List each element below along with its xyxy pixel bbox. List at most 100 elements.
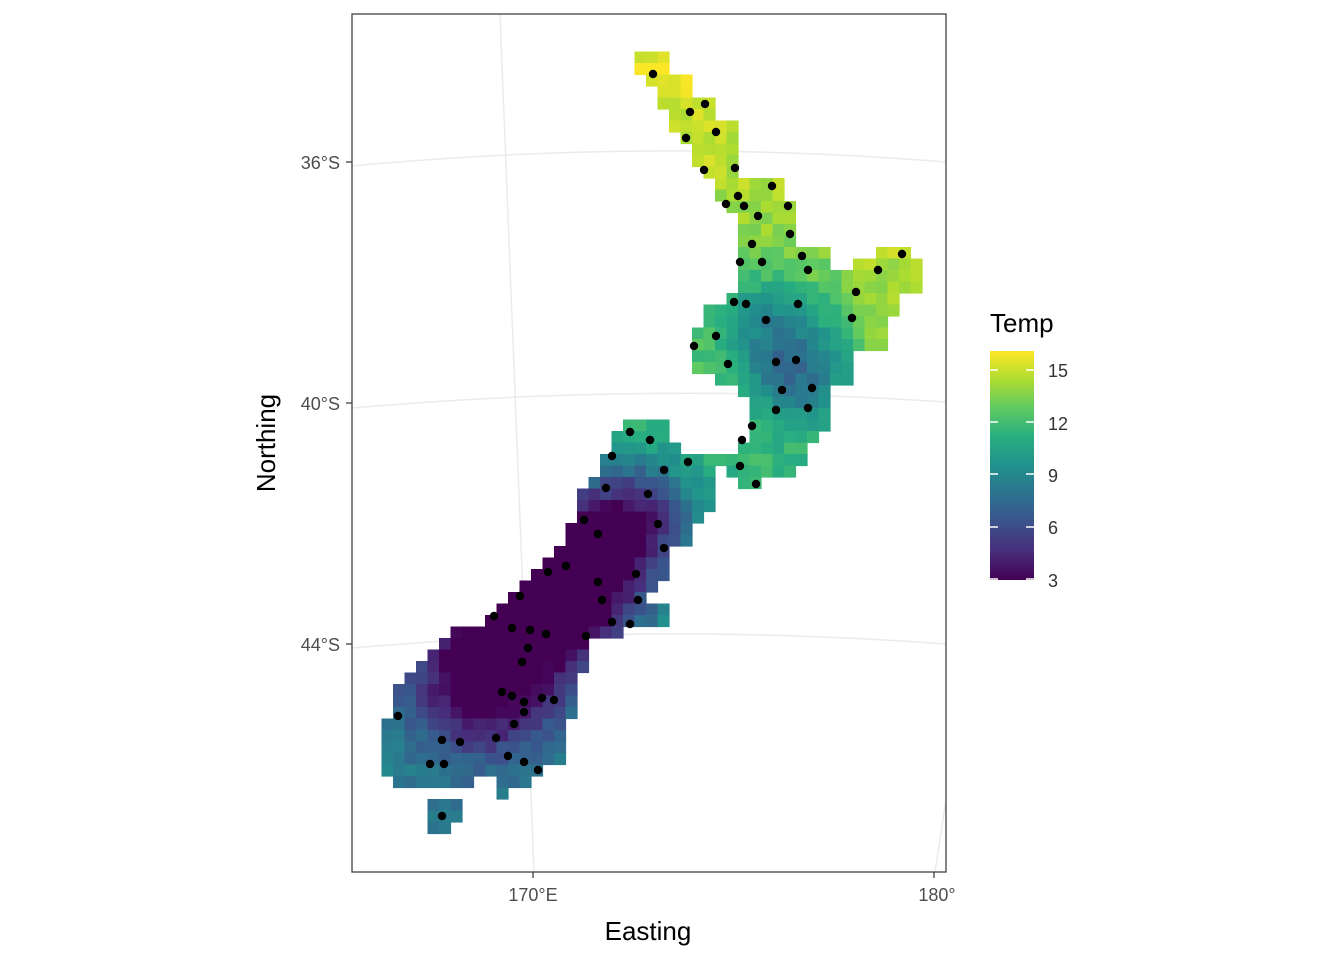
observation-point	[767, 181, 777, 191]
observation-point	[847, 313, 857, 323]
y-tick-label: 36°S	[301, 153, 340, 173]
raster-cell	[519, 684, 532, 697]
raster-cell	[634, 557, 647, 570]
observation-point	[625, 619, 635, 629]
legend: Temp 15 12 9 6 3	[990, 308, 1068, 591]
raster-cell	[634, 477, 647, 490]
raster-cell	[657, 615, 670, 628]
raster-cell	[749, 385, 762, 398]
raster-cell	[462, 626, 475, 639]
raster-cell	[657, 477, 670, 490]
raster-cell	[427, 672, 440, 685]
raster-cell	[749, 408, 762, 421]
raster-cell	[485, 672, 498, 685]
raster-cell	[623, 488, 636, 501]
raster-cell	[485, 718, 498, 731]
raster-cell	[841, 350, 854, 363]
raster-cell	[703, 155, 716, 168]
raster-cell	[554, 546, 567, 559]
raster-cell	[657, 431, 670, 444]
observation-point	[711, 331, 721, 341]
raster-cell	[899, 281, 912, 294]
observation-point	[737, 435, 747, 445]
raster-cell	[439, 822, 452, 835]
raster-cell	[427, 695, 440, 708]
raster-cell	[795, 316, 808, 329]
raster-cell	[496, 603, 509, 616]
raster-cell	[818, 339, 831, 352]
raster-cell	[772, 396, 785, 409]
raster-cell	[772, 442, 785, 455]
raster-cell	[761, 201, 774, 214]
raster-cell	[692, 488, 705, 501]
raster-cell	[784, 419, 797, 432]
raster-cell	[565, 695, 578, 708]
raster-cell	[634, 431, 647, 444]
raster-cell	[508, 603, 521, 616]
raster-cell	[623, 603, 636, 616]
observation-point	[503, 751, 513, 761]
raster-cell	[830, 304, 843, 317]
raster-cell	[726, 373, 739, 386]
raster-cell	[657, 454, 670, 467]
raster-cell	[554, 569, 567, 582]
raster-cell	[542, 649, 555, 662]
raster-cell	[623, 580, 636, 593]
raster-cell	[565, 534, 578, 547]
y-tick-label: 44°S	[301, 635, 340, 655]
raster-cell	[680, 120, 693, 133]
raster-cell	[381, 764, 394, 777]
raster-cell	[577, 557, 590, 570]
raster-cell	[715, 166, 728, 179]
observation-point	[659, 543, 669, 553]
x-axis-ticks	[532, 872, 935, 878]
observation-point	[439, 759, 449, 769]
raster-cell	[577, 569, 590, 582]
observation-point	[645, 435, 655, 445]
raster-cell	[772, 339, 785, 352]
raster-cell	[669, 523, 682, 536]
raster-cell	[795, 327, 808, 340]
observation-point	[393, 711, 403, 721]
raster-cell	[462, 638, 475, 651]
observation-point	[777, 385, 787, 395]
raster-cell	[473, 730, 486, 743]
raster-cell	[496, 776, 509, 789]
raster-cell	[462, 695, 475, 708]
raster-cell	[692, 362, 705, 375]
raster-cell	[703, 316, 716, 329]
raster-cell	[761, 419, 774, 432]
raster-cell	[749, 362, 762, 375]
raster-cell	[473, 741, 486, 754]
raster-cell	[508, 649, 521, 662]
observation-point	[437, 811, 447, 821]
raster-cell	[864, 304, 877, 317]
raster-cell	[634, 63, 647, 76]
raster-cell	[542, 730, 555, 743]
raster-cell	[749, 178, 762, 191]
raster-cell	[703, 500, 716, 513]
raster-cell	[393, 684, 406, 697]
raster-cell	[657, 86, 670, 99]
raster-cell	[864, 281, 877, 294]
observation-point	[783, 201, 793, 211]
raster-cell	[393, 776, 406, 789]
raster-cell	[864, 316, 877, 329]
raster-cell	[795, 419, 808, 432]
raster-cell	[841, 270, 854, 283]
raster-cell	[634, 580, 647, 593]
observation-point	[593, 529, 603, 539]
raster-cell	[634, 615, 647, 628]
observation-point	[525, 625, 535, 635]
observation-point	[735, 461, 745, 471]
raster-cell	[588, 477, 601, 490]
raster-cell	[542, 741, 555, 754]
raster-cell	[830, 293, 843, 306]
raster-cell	[692, 327, 705, 340]
raster-cell	[611, 603, 624, 616]
raster-cell	[657, 419, 670, 432]
raster-cell	[473, 707, 486, 720]
raster-cell	[519, 615, 532, 628]
raster-cell	[715, 350, 728, 363]
raster-cell	[784, 454, 797, 467]
